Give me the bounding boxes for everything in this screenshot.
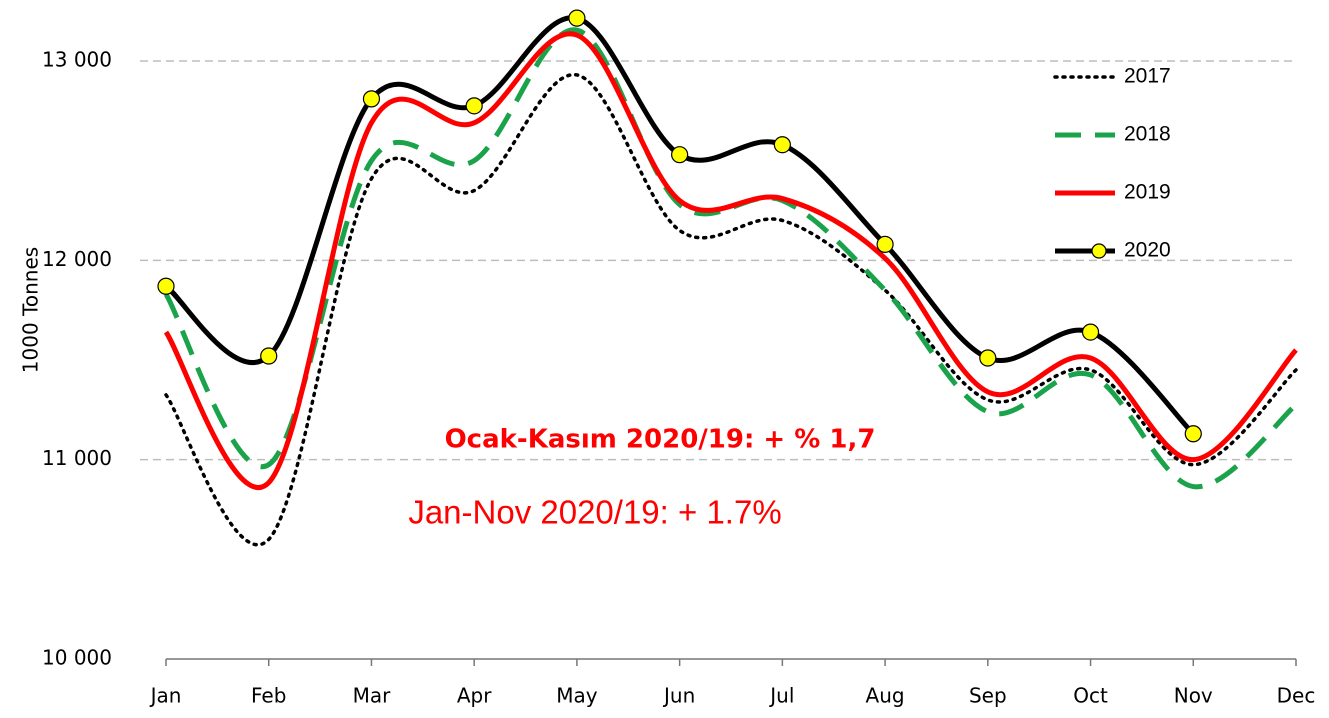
x-tick-label: Nov	[1174, 684, 1213, 708]
marker	[157, 277, 175, 295]
x-tick-label: Aug	[866, 684, 905, 708]
series-line	[164, 15, 1196, 436]
annotation: Ocak-Kasım 2020/19: + % 1,7	[445, 425, 876, 455]
x-tick-label: Mar	[353, 684, 392, 708]
marker	[1081, 323, 1100, 341]
x-tick-label: Jun	[662, 684, 695, 708]
marker	[671, 146, 689, 164]
marker	[260, 347, 278, 365]
y-tick-label: 11 000	[42, 446, 112, 470]
series-line	[163, 27, 1298, 490]
y-tick-label: 13 000	[42, 48, 112, 72]
legend-label: 2020	[1124, 239, 1171, 262]
legend-label: 2018	[1124, 123, 1171, 146]
series-line	[163, 31, 1298, 490]
marker	[568, 9, 586, 27]
legend-marker	[1091, 243, 1107, 259]
x-tick-label: May	[556, 684, 598, 708]
x-tick-label: Dec	[1277, 684, 1316, 708]
x-tick-label: Jul	[768, 684, 794, 708]
y-tick-label: 12 000	[42, 247, 112, 271]
marker	[1184, 425, 1202, 443]
x-tick-label: Jan	[149, 684, 182, 708]
x-tick-label: Oct	[1073, 684, 1108, 708]
x-tick-label: Apr	[457, 684, 492, 708]
legend-label: 2019	[1124, 181, 1171, 204]
legend-label: 2017	[1124, 65, 1171, 88]
marker	[773, 136, 791, 154]
y-axis-label: 1000 Tonnes	[19, 247, 43, 373]
series-line	[164, 73, 1298, 547]
marker	[876, 235, 894, 253]
x-tick-label: Sep	[969, 684, 1007, 708]
marker	[465, 97, 483, 115]
x-tick-label: Feb	[251, 684, 286, 708]
y-tick-label: 10 000	[42, 646, 112, 670]
annotation: Jan-Nov 2020/19: + 1.7%	[408, 494, 781, 531]
marker	[979, 349, 997, 367]
marker	[362, 90, 381, 108]
